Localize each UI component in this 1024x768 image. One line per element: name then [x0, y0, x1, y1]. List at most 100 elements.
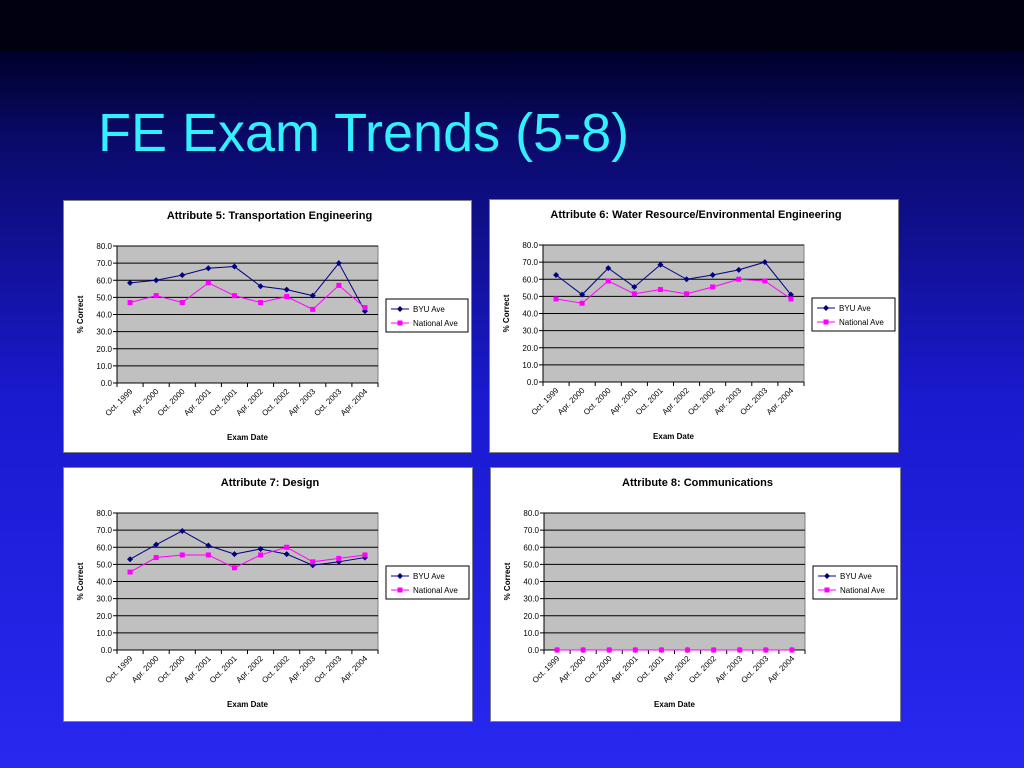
data-point	[231, 293, 237, 299]
y-tick-label: 0.0	[101, 379, 113, 388]
legend-label: BYU Ave	[413, 305, 445, 314]
y-axis-title: % Correct	[76, 295, 85, 333]
chart-title: Attribute 5: Transportation Engineering	[167, 210, 372, 222]
y-tick-label: 20.0	[523, 612, 539, 621]
legend-label: BYU Ave	[839, 304, 871, 313]
y-tick-label: 70.0	[522, 258, 538, 267]
data-point	[310, 306, 316, 312]
chart-title: Attribute 8: Communications	[622, 477, 773, 489]
data-point	[205, 542, 212, 549]
y-tick-label: 30.0	[96, 328, 112, 337]
legend-label: National Ave	[840, 586, 885, 595]
data-point	[554, 647, 560, 653]
x-tick-label: Oct. 2002	[260, 654, 291, 685]
legend-box	[811, 297, 896, 332]
data-point	[736, 276, 742, 282]
y-tick-label: 10.0	[96, 629, 112, 638]
x-axis-title: Exam Date	[654, 700, 695, 709]
data-point	[710, 284, 716, 290]
data-point	[283, 551, 290, 558]
x-tick-label: Oct. 2003	[312, 387, 343, 418]
data-point	[685, 647, 691, 653]
legend-label: BYU Ave	[413, 572, 445, 581]
x-tick-label: Oct. 2002	[260, 387, 291, 418]
data-point	[258, 552, 264, 558]
data-point	[684, 291, 690, 297]
legend-label: National Ave	[413, 319, 458, 328]
x-tick-label: Oct. 2000	[156, 387, 187, 418]
data-point	[284, 294, 290, 300]
data-point	[179, 272, 186, 279]
data-point	[631, 291, 637, 297]
series-national	[127, 544, 368, 575]
series-line	[129, 530, 366, 566]
legend-swatch-marker	[397, 306, 403, 312]
x-axis-title: Exam Date	[227, 433, 268, 442]
data-point	[788, 296, 794, 302]
data-point	[657, 261, 664, 268]
data-point	[553, 296, 559, 302]
data-point	[153, 555, 159, 561]
legend-label: BYU Ave	[840, 572, 872, 581]
legend-swatch-marker	[823, 305, 829, 311]
x-tick-label: Oct. 2000	[583, 654, 614, 685]
data-point	[258, 300, 264, 306]
data-point	[283, 286, 290, 293]
y-tick-label: 40.0	[96, 578, 112, 587]
chart-title: Attribute 7: Design	[221, 477, 320, 489]
legend-box	[385, 298, 469, 333]
y-tick-label: 70.0	[96, 259, 112, 268]
y-tick-label: 80.0	[96, 242, 112, 251]
series-national	[127, 280, 368, 312]
x-tick-label: Oct. 1999	[531, 654, 562, 685]
data-point	[231, 565, 237, 571]
y-tick-label: 0.0	[101, 646, 113, 655]
data-point	[658, 647, 664, 653]
y-tick-label: 20.0	[522, 344, 538, 353]
chart-attribute-6: Attribute 6: Water Resource/Environmenta…	[502, 209, 896, 441]
x-tick-label: Oct. 2001	[208, 654, 239, 685]
x-tick-label: Oct. 2001	[634, 386, 665, 417]
legend-swatch-marker	[824, 573, 830, 579]
series-line	[129, 282, 366, 310]
data-point	[153, 277, 160, 284]
data-point	[606, 647, 612, 653]
data-point	[127, 569, 133, 575]
data-point	[605, 278, 611, 284]
x-tick-label: Oct. 2000	[156, 654, 187, 685]
data-point	[787, 291, 794, 298]
y-tick-label: 10.0	[523, 629, 539, 638]
data-point	[309, 292, 316, 299]
y-tick-label: 10.0	[96, 362, 112, 371]
legend-swatch-marker	[823, 319, 829, 325]
y-tick-label: 20.0	[96, 612, 112, 621]
data-point	[205, 265, 212, 272]
x-tick-label: Apr. 2004	[765, 386, 796, 417]
y-tick-label: 0.0	[528, 646, 540, 655]
series-byu	[127, 527, 368, 569]
data-point	[657, 287, 663, 293]
legend: BYU Ave National Ave	[812, 565, 898, 600]
y-tick-label: 80.0	[96, 509, 112, 518]
legend-box	[385, 565, 470, 600]
legend-swatch-marker	[397, 587, 403, 593]
data-point	[789, 647, 795, 653]
data-point	[179, 527, 186, 534]
x-tick-label: Oct. 2001	[208, 387, 239, 418]
legend-swatch-marker	[397, 320, 403, 326]
slide-top-bar	[0, 0, 1024, 52]
x-tick-label: Oct. 1999	[104, 654, 135, 685]
data-point	[737, 647, 743, 653]
y-tick-label: 30.0	[523, 595, 539, 604]
data-point	[336, 282, 342, 288]
x-tick-label: Oct. 2003	[738, 386, 769, 417]
y-tick-label: 20.0	[96, 345, 112, 354]
y-tick-label: 50.0	[96, 560, 112, 569]
chart-panel-attribute-6: Attribute 6: Water Resource/Environmenta…	[489, 199, 899, 453]
data-point	[257, 283, 264, 290]
data-point	[127, 279, 134, 286]
series-line	[129, 546, 366, 573]
x-axis-title: Exam Date	[227, 700, 268, 709]
y-tick-label: 60.0	[523, 543, 539, 552]
data-point	[153, 541, 160, 548]
